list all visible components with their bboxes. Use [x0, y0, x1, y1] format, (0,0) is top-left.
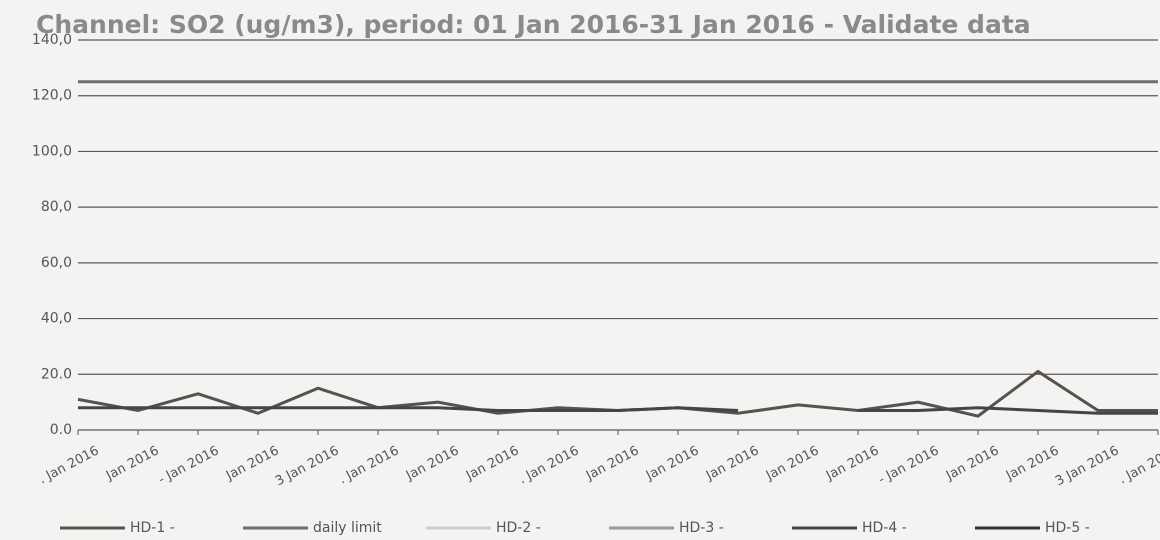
legend-label: HD-2 -: [496, 520, 541, 536]
legend-label: HD-1 -: [130, 520, 175, 536]
x-tick-label: Jan 2016: [1003, 443, 1061, 484]
x-tick-label: Jan 2016: [703, 443, 761, 484]
x-tick-label: 3 Jan 2016: [273, 443, 342, 489]
x-tick-label: Jan 2016: [463, 443, 521, 484]
x-tick-label: - Jan 2016: [156, 443, 221, 487]
y-tick-label: 40,0: [41, 311, 72, 327]
y-tick-label: 80,0: [41, 199, 72, 215]
x-tick-label: Jan 2016: [223, 443, 281, 484]
x-tick-label: . Jan 2016: [37, 443, 102, 487]
x-tick-label: . Jan 2016: [517, 443, 582, 487]
x-tick-label: . Jan 2016: [1117, 443, 1160, 487]
y-tick-label: 100,0: [32, 143, 72, 159]
x-tick-label: Jan 2016: [763, 443, 821, 484]
legend-label: HD-4 -: [862, 520, 907, 536]
series-line: [78, 406, 1158, 415]
x-tick-label: 3 Jan 2016: [1053, 443, 1122, 489]
x-tick-label: Jan 2016: [583, 443, 641, 484]
y-tick-label: 120,0: [32, 88, 72, 104]
x-tick-label: Jan 2016: [103, 443, 161, 484]
legend-label: HD-5 -: [1045, 520, 1090, 536]
x-tick-label: . Jan 2016: [337, 443, 402, 487]
y-tick-label: 0.0: [50, 422, 72, 438]
y-tick-label: 60,0: [41, 255, 72, 271]
x-tick-label: Jan 2016: [403, 443, 461, 484]
x-tick-label: - Jan 2016: [876, 443, 941, 487]
x-tick-label: Jan 2016: [643, 443, 701, 484]
x-tick-label: Jan 2016: [943, 443, 1001, 484]
x-tick-label: Jan 2016: [823, 443, 881, 484]
y-tick-label: 140,0: [32, 32, 72, 48]
y-tick-label: 20.0: [41, 366, 72, 382]
chart-title: Channel: SO2 (ug/m3), period: 01 Jan 201…: [36, 10, 1031, 39]
legend-label: HD-3 -: [679, 520, 724, 536]
legend-label: daily limit: [313, 520, 382, 536]
